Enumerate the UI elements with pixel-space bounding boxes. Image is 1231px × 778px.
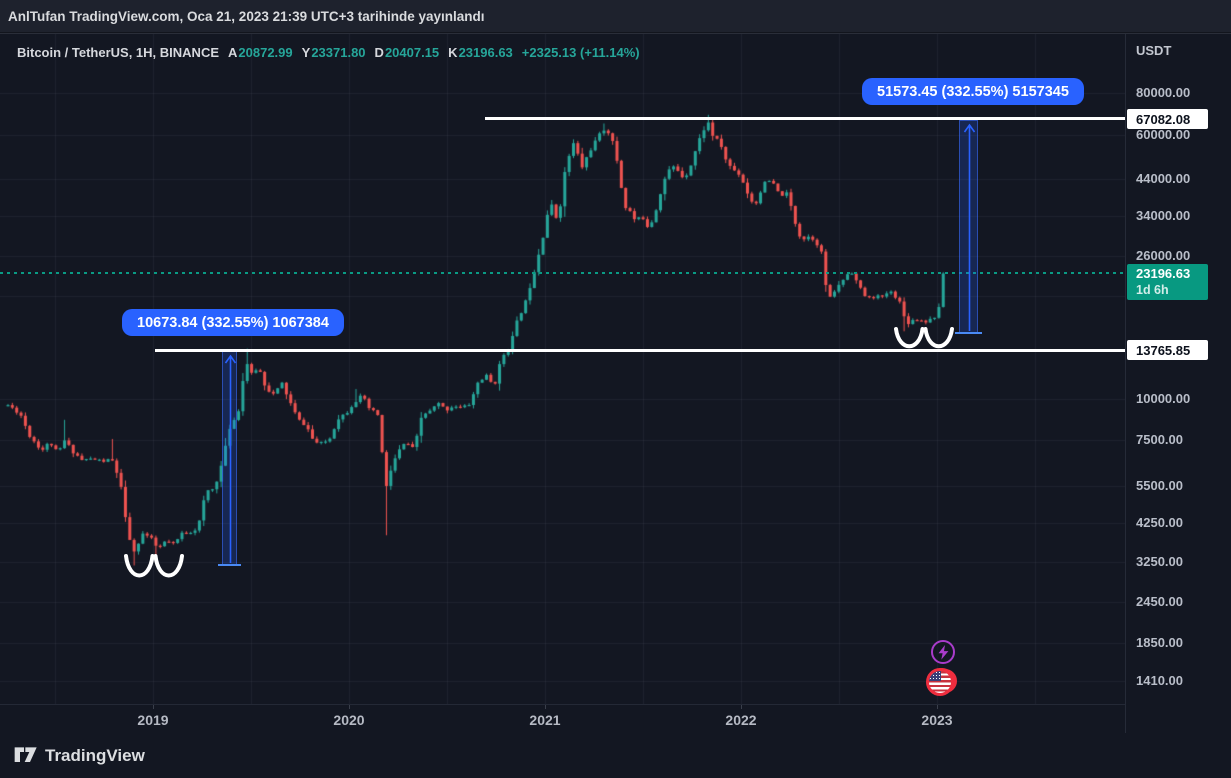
open-label: A (228, 45, 238, 60)
us-flag-icon[interactable] (926, 668, 957, 698)
measure-label-2019[interactable]: 10673.84 (332.55%) 1067384 (122, 309, 344, 336)
support-ray[interactable] (155, 349, 1125, 352)
brand-text: TradingView (45, 745, 145, 765)
close-label: K (448, 45, 458, 60)
up-arrow-icon (963, 123, 976, 331)
symbol-legend[interactable]: Bitcoin / TetherUS, 1H, BINANCE A 20872.… (17, 45, 640, 60)
price-badge-last-price: 23196.63 1d 6h (1127, 264, 1208, 300)
close-value: 23196.63 (458, 45, 513, 60)
double-bottom-2022[interactable] (893, 326, 954, 355)
year-label-2021: 2021 (529, 712, 561, 728)
price-range-2023[interactable] (955, 120, 982, 334)
lightning-bolt-glyph (938, 644, 948, 660)
tradingview-logo[interactable]: TradingView (14, 746, 145, 766)
price-tick-label: 80000.00 (1136, 85, 1191, 100)
current-price-line (0, 272, 1125, 274)
price-badge-resistance-line1: 67082.08 (1136, 111, 1191, 127)
low-value: 20407.15 (384, 45, 440, 60)
price-badge-support: 13765.85 (1127, 340, 1208, 360)
us-flag-face (926, 668, 954, 696)
price-tick-label: 34000.00 (1136, 208, 1191, 223)
candlestick-chart[interactable] (0, 34, 1125, 704)
price-badge-last-price-line2: 1d 6h (1136, 283, 1169, 297)
low-label: D (374, 45, 384, 60)
ohlc-close: K 23196.63 (448, 45, 513, 60)
price-badge-support-line1: 13765.85 (1136, 342, 1191, 358)
bottom-bar: TradingView (0, 733, 1231, 778)
resistance-ray[interactable] (485, 117, 1125, 120)
price-tick-label: 1410.00 (1136, 673, 1183, 688)
currency-label: USDT (1136, 43, 1172, 58)
year-tick-mark (937, 705, 938, 709)
range-baseline (218, 564, 241, 566)
price-tick-label: 1850.00 (1136, 635, 1183, 650)
price-tick-label: 60000.00 (1136, 127, 1191, 142)
ohlc-open: A 20872.99 (228, 45, 293, 60)
year-label-2019: 2019 (137, 712, 169, 728)
symbol-title: Bitcoin / TetherUS, 1H, BINANCE (17, 45, 220, 60)
ohlc-low: D 20407.15 (375, 45, 440, 60)
year-tick-mark (153, 705, 154, 709)
price-badge-last-price-line1: 23196.63 (1136, 266, 1191, 281)
price-badge-resistance: 67082.08 (1127, 109, 1208, 129)
price-pane: Bitcoin / TetherUS, 1H, BINANCE A 20872.… (0, 34, 1125, 704)
price-tick-label: 10000.00 (1136, 391, 1191, 406)
year-tick-mark (741, 705, 742, 709)
high-value: 23371.80 (311, 45, 366, 60)
price-range-2019[interactable] (218, 351, 241, 566)
year-tick-mark (349, 705, 350, 709)
lightning-icon[interactable] (931, 640, 955, 664)
tradingview-logo-icon (14, 746, 37, 762)
price-tick-label: 4250.00 (1136, 515, 1183, 530)
high-label: Y (301, 45, 311, 60)
time-axis[interactable]: 2019 2020 2021 2022 2023 (0, 704, 1125, 734)
price-tick-label: 2450.00 (1136, 594, 1183, 609)
price-axis[interactable]: USDT 80000.00 60000.00 44000.00 34000.00 260… (1125, 34, 1231, 734)
price-tick-label: 5500.00 (1136, 478, 1183, 493)
open-value: 20872.99 (238, 45, 293, 60)
price-tick-label: 3250.00 (1136, 554, 1183, 569)
price-tick-label: 7500.00 (1136, 432, 1183, 447)
change-value: +2325.13 (+11.14%) (521, 45, 640, 60)
measure-label-2023[interactable]: 51573.45 (332.55%) 5157345 (862, 78, 1084, 105)
up-arrow-icon (224, 354, 237, 563)
year-label-2022: 2022 (725, 712, 757, 728)
year-label-2020: 2020 (333, 712, 365, 728)
price-tick-label: 26000.00 (1136, 248, 1191, 263)
range-baseline (955, 332, 982, 334)
publication-text: AnlTufan TradingView.com, Oca 21, 2023 2… (8, 9, 485, 24)
price-tick-label: 44000.00 (1136, 171, 1191, 186)
publication-bar: AnlTufan TradingView.com, Oca 21, 2023 2… (0, 0, 1231, 33)
year-tick-mark (545, 705, 546, 709)
ohlc-high: Y 23371.80 (302, 45, 366, 60)
chart-widget: Bitcoin / TetherUS, 1H, BINANCE A 20872.… (0, 33, 1231, 734)
year-label-2023: 2023 (921, 712, 953, 728)
double-bottom-2018[interactable] (123, 553, 184, 585)
